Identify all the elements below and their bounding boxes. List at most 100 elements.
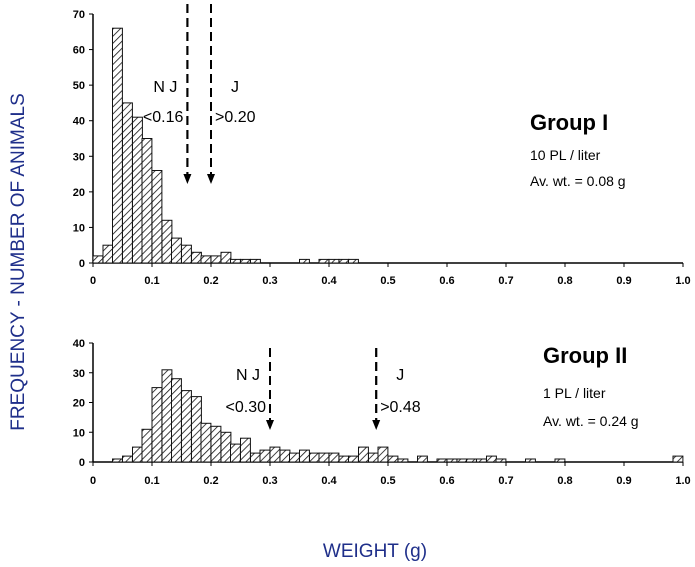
y-tick-label: 70 — [73, 9, 85, 21]
y-tick-label: 20 — [73, 398, 85, 410]
arrowhead-icon — [183, 174, 192, 184]
histogram-bar — [181, 244, 192, 264]
histogram-bar — [220, 251, 232, 264]
histogram-bar — [141, 428, 153, 463]
arrowhead-icon — [207, 174, 215, 184]
histogram-bar — [200, 255, 212, 264]
group-title: Group II — [543, 343, 627, 368]
histogram-bar — [348, 455, 359, 463]
histogram-bar — [210, 255, 222, 264]
y-tick-label: 40 — [73, 338, 85, 350]
histogram-bar — [299, 449, 310, 463]
y-tick-label: 30 — [73, 151, 85, 163]
threshold-label-line2: >0.20 — [215, 109, 256, 126]
x-tick-label: 1.0 — [675, 475, 690, 487]
panel-group-i: 0 0.1 0.2 0.3 0.4 0.5 0.6 0.7 0.8 0.9 1.0 0 10 20 30 40… — [73, 4, 691, 287]
histogram-bar — [112, 458, 123, 463]
histogram-bar — [269, 446, 281, 463]
histogram-bar — [161, 219, 173, 264]
histogram-bar — [161, 369, 173, 463]
histogram-bar — [358, 446, 369, 463]
x-tick-label: 0.6 — [439, 475, 454, 487]
threshold-label-line2: >0.48 — [380, 399, 421, 416]
histogram-bar — [338, 258, 350, 264]
y-tick-label: 60 — [73, 45, 85, 57]
histogram-bar — [318, 258, 330, 264]
histogram-bar — [486, 455, 497, 463]
histogram-bar — [279, 449, 291, 463]
x-tick-label: 0 — [90, 475, 96, 487]
histogram-bar — [554, 458, 566, 463]
histogram-bar — [417, 455, 428, 463]
histogram-bar — [191, 396, 202, 463]
histogram-bar — [328, 452, 340, 463]
histogram-bar — [250, 258, 261, 264]
histogram-bar — [250, 452, 261, 463]
panel-group-ii: 0 0.1 0.2 0.3 0.4 0.5 0.6 0.7 0.8 0.9 1.0 0 10 20 30 40… — [73, 338, 691, 487]
x-tick-label: 0.8 — [557, 275, 572, 287]
histogram-bar — [309, 452, 320, 463]
group-average-weight: Av. wt. = 0.24 g — [543, 413, 639, 429]
x-tick-label: 0.2 — [203, 475, 218, 487]
histogram-bar — [240, 437, 251, 463]
x-tick-label: 0.8 — [557, 475, 572, 487]
histogram-bar — [92, 255, 104, 264]
histogram-bar — [122, 455, 133, 463]
histogram-bar — [200, 422, 212, 463]
group-density: 10 PL / liter — [530, 147, 601, 163]
y-tick-label: 10 — [73, 222, 85, 234]
histogram-bar — [191, 251, 202, 264]
y-tick-label: 40 — [73, 116, 85, 128]
y-axis-label: FREQUENCY - NUMBER OF ANIMALS — [8, 93, 29, 430]
histogram-bar — [151, 387, 163, 463]
histogram-bar — [672, 455, 684, 463]
histogram-bar — [299, 258, 310, 264]
histogram-bar — [132, 116, 143, 264]
arrowhead-icon — [372, 420, 381, 430]
threshold-label-line2: <0.30 — [226, 399, 267, 416]
y-tick-label: 0 — [79, 258, 85, 270]
group-average-weight: Av. wt. = 0.08 g — [530, 173, 626, 189]
x-tick-label: 0.2 — [203, 275, 218, 287]
histogram-bar — [171, 378, 182, 463]
threshold-label-line1: N J — [236, 367, 260, 384]
histogram-bar — [387, 455, 399, 463]
threshold-label-line2: <0.16 — [143, 109, 184, 126]
x-tick-label: 0.7 — [498, 275, 513, 287]
y-tick-label: 50 — [73, 80, 85, 92]
histogram-bar — [525, 458, 536, 463]
group-density: 1 PL / liter — [543, 385, 606, 401]
histogram-bar — [318, 452, 330, 463]
histogram-bar — [171, 237, 182, 264]
arrowhead-icon — [266, 420, 274, 430]
histogram-bar — [466, 458, 477, 463]
histogram-bar — [141, 138, 153, 264]
histogram-bar — [348, 258, 359, 264]
histogram-bar — [456, 458, 468, 463]
x-tick-label: 0.9 — [616, 475, 631, 487]
histogram-bar — [446, 458, 458, 463]
x-tick-label: 0.4 — [321, 475, 337, 487]
histogram-bar — [289, 452, 300, 463]
histogram-bar — [495, 458, 507, 463]
x-tick-label: 0.6 — [439, 275, 454, 287]
threshold-label-line1: N J — [153, 79, 177, 96]
histogram-bar — [240, 258, 251, 264]
x-tick-label: 1.0 — [675, 275, 690, 287]
x-tick-label: 0.4 — [321, 275, 337, 287]
x-tick-label: 0.9 — [616, 275, 631, 287]
histogram-bar — [151, 170, 163, 264]
histogram-bar — [112, 27, 123, 264]
histogram-bar — [122, 102, 133, 264]
histogram-bar — [377, 446, 389, 463]
y-tick-label: 20 — [73, 187, 85, 199]
histogram-bar — [230, 443, 241, 463]
histogram-bar — [338, 455, 350, 463]
histogram-bar — [210, 425, 222, 463]
x-tick-label: 0 — [90, 275, 96, 287]
x-tick-label: 0.1 — [144, 475, 159, 487]
histogram-bar — [259, 449, 271, 463]
histogram-bar — [397, 458, 409, 463]
threshold-label-line1: J — [396, 367, 404, 384]
